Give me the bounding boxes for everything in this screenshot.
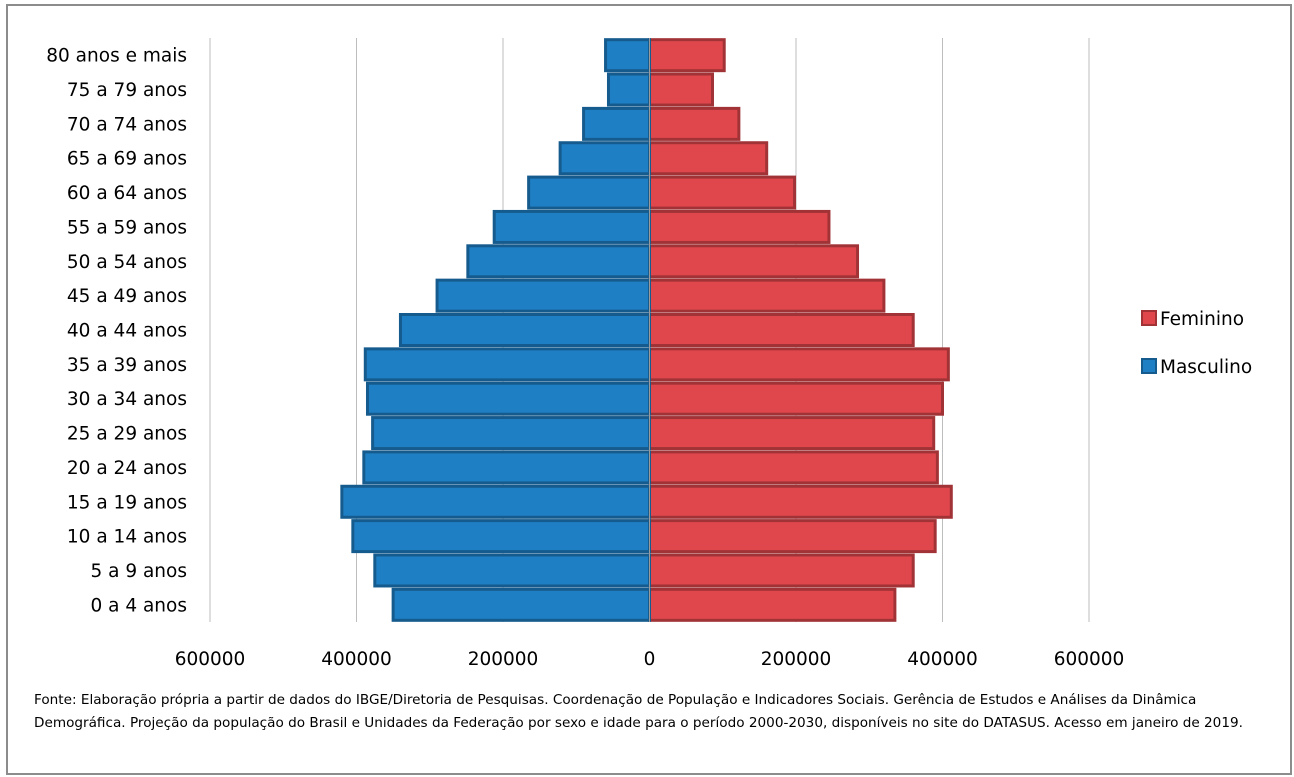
bar-masculino-13 <box>558 141 652 176</box>
y-tick-label: 50 a 54 anos <box>67 252 187 273</box>
x-axis-labels: 600000 400000 200000 0 200000 400000 600000 <box>175 649 1125 670</box>
bar-masculino-10 <box>466 244 651 279</box>
bar-masculino-4 <box>362 450 651 485</box>
x-tick-label: 0 <box>644 649 656 670</box>
legend: Feminino Masculino <box>1141 309 1252 378</box>
bar-feminino-3 <box>648 484 953 519</box>
bar-masculino-15 <box>606 72 651 107</box>
bar-masculino-7 <box>363 347 651 382</box>
bar-feminino-16 <box>648 38 726 73</box>
bars <box>340 38 953 622</box>
x-tick-label: 200000 <box>761 649 832 670</box>
x-tick-label: 400000 <box>907 649 978 670</box>
y-tick-label: 45 a 49 anos <box>67 286 187 307</box>
bar-masculino-1 <box>373 553 651 588</box>
bar-feminino-6 <box>648 381 944 416</box>
y-tick-label: 75 a 79 anos <box>67 80 187 101</box>
bar-masculino-6 <box>365 381 651 416</box>
y-tick-label: 0 a 4 anos <box>90 595 187 616</box>
bar-masculino-8 <box>398 313 652 347</box>
legend-label-feminino: Feminino <box>1160 309 1244 330</box>
bar-feminino-9 <box>648 278 886 313</box>
bar-feminino-10 <box>648 244 860 279</box>
y-axis-labels: 0 a 4 anos 5 a 9 anos 10 a 14 anos 15 a 19 … <box>46 46 187 617</box>
x-tick-label: 400000 <box>321 649 392 670</box>
y-tick-label: 25 a 29 anos <box>67 424 187 445</box>
y-tick-label: 60 a 64 anos <box>67 183 187 204</box>
bar-masculino-3 <box>340 484 651 519</box>
bar-masculino-0 <box>391 587 651 622</box>
bar-feminino-4 <box>648 450 939 485</box>
x-tick-label: 600000 <box>175 649 246 670</box>
bar-feminino-0 <box>648 587 897 622</box>
y-tick-label: 30 a 34 anos <box>67 389 187 410</box>
y-tick-label: 10 a 14 anos <box>67 527 187 548</box>
bar-masculino-16 <box>604 38 651 73</box>
legend-swatch-feminino <box>1141 310 1157 326</box>
bar-masculino-14 <box>582 106 652 141</box>
legend-label-masculino: Masculino <box>1160 357 1252 378</box>
x-tick-label: 600000 <box>1054 649 1125 670</box>
bar-feminino-2 <box>648 519 937 554</box>
y-tick-label: 65 a 69 anos <box>67 149 187 170</box>
bar-feminino-12 <box>648 175 797 210</box>
y-tick-label: 20 a 24 anos <box>67 458 187 479</box>
y-tick-label: 35 a 39 anos <box>67 355 187 376</box>
bar-feminino-14 <box>648 106 741 141</box>
bar-masculino-11 <box>492 209 651 244</box>
bar-masculino-12 <box>527 175 652 210</box>
source-note: Fonte: Elaboração própria a partir de da… <box>34 692 1243 731</box>
y-tick-label: 15 a 19 anos <box>67 492 187 513</box>
bar-feminino-5 <box>648 416 936 451</box>
bar-feminino-13 <box>648 141 769 176</box>
x-tick-label: 200000 <box>468 649 539 670</box>
bar-feminino-1 <box>648 553 915 588</box>
bar-feminino-15 <box>648 72 714 107</box>
bar-masculino-5 <box>371 416 651 451</box>
bar-feminino-8 <box>648 313 915 347</box>
y-tick-label: 70 a 74 anos <box>67 114 187 135</box>
bar-feminino-11 <box>648 209 831 244</box>
bar-masculino-9 <box>435 278 652 313</box>
bar-feminino-7 <box>648 347 950 382</box>
bar-masculino-2 <box>351 519 651 554</box>
y-tick-label: 40 a 44 anos <box>67 321 187 342</box>
legend-swatch-masculino <box>1141 358 1157 374</box>
y-tick-label: 5 a 9 anos <box>90 561 187 582</box>
y-tick-label: 55 a 59 anos <box>67 217 187 238</box>
y-tick-label: 80 anos e mais <box>46 46 187 67</box>
